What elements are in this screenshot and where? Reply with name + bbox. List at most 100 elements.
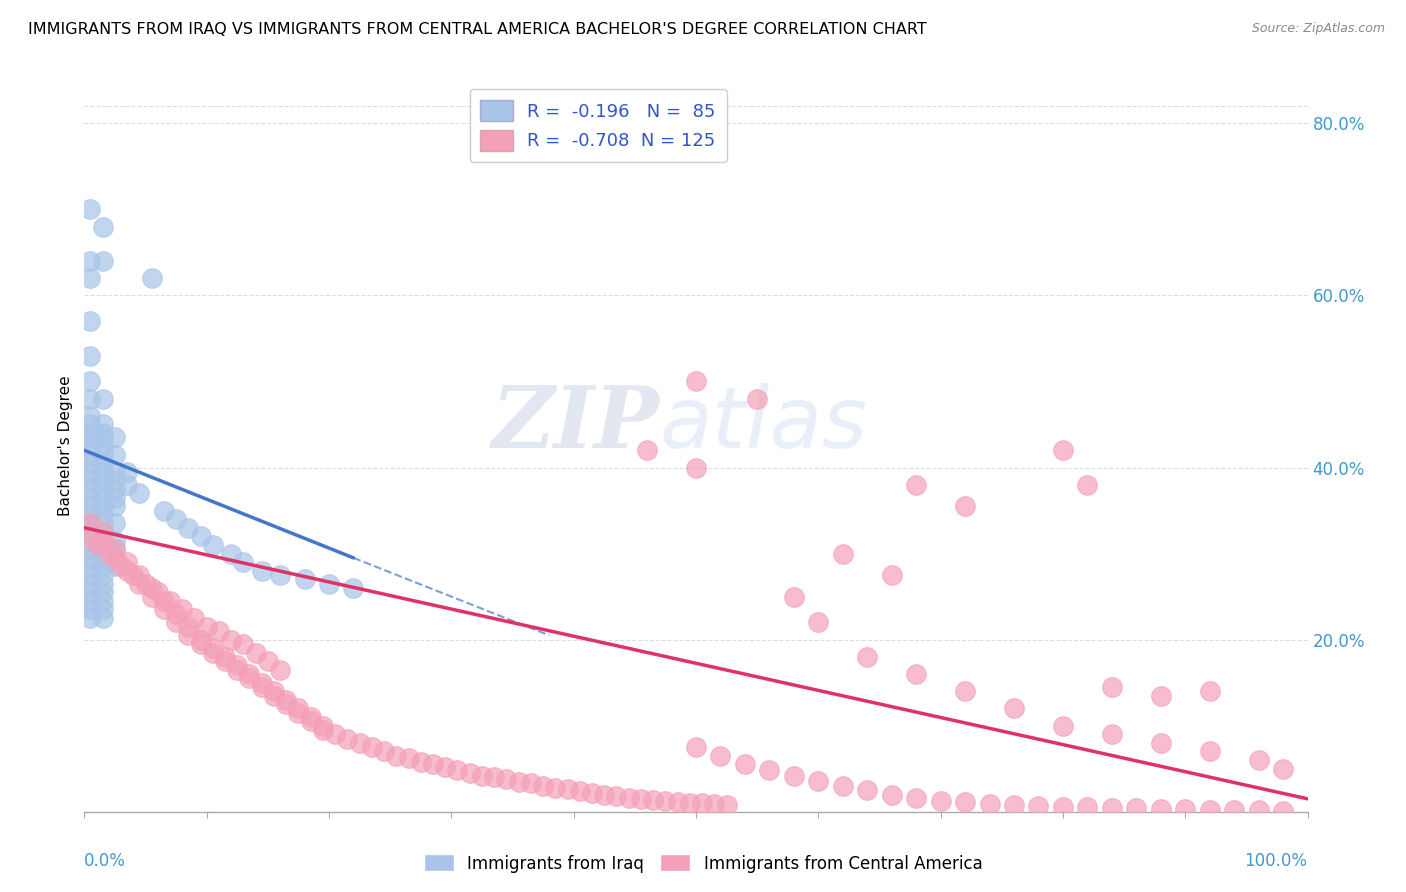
- Point: [91, 439, 114, 453]
- Point: [1125, 801, 1147, 815]
- Point: [104, 491, 127, 505]
- Point: [79, 202, 101, 217]
- Point: [128, 576, 150, 591]
- Point: [276, 697, 298, 711]
- Point: [1076, 800, 1098, 814]
- Point: [299, 714, 322, 729]
- Point: [104, 542, 127, 557]
- Point: [434, 760, 457, 774]
- Point: [135, 576, 157, 591]
- Point: [153, 602, 176, 616]
- Point: [104, 533, 127, 548]
- Point: [79, 516, 101, 531]
- Point: [471, 768, 494, 782]
- Point: [201, 646, 224, 660]
- Point: [630, 792, 652, 806]
- Point: [79, 611, 101, 625]
- Point: [79, 576, 101, 591]
- Point: [666, 795, 689, 809]
- Point: [79, 426, 101, 441]
- Point: [294, 573, 316, 587]
- Point: [1174, 802, 1197, 816]
- Point: [165, 615, 187, 630]
- Point: [79, 559, 101, 574]
- Point: [636, 443, 658, 458]
- Point: [128, 568, 150, 582]
- Point: [287, 706, 309, 720]
- Point: [422, 757, 444, 772]
- Point: [979, 797, 1001, 811]
- Point: [91, 559, 114, 574]
- Point: [349, 736, 371, 750]
- Point: [91, 594, 114, 608]
- Point: [269, 568, 291, 582]
- Point: [219, 632, 242, 647]
- Point: [238, 671, 260, 685]
- Point: [269, 663, 291, 677]
- Point: [79, 550, 101, 565]
- Point: [79, 533, 101, 548]
- Point: [91, 392, 114, 406]
- Point: [226, 663, 249, 677]
- Point: [232, 555, 254, 569]
- Point: [79, 375, 101, 389]
- Point: [232, 637, 254, 651]
- Text: 0.0%: 0.0%: [84, 852, 127, 870]
- Point: [86, 538, 108, 552]
- Point: [79, 491, 101, 505]
- Point: [91, 524, 114, 539]
- Point: [79, 594, 101, 608]
- Point: [79, 271, 101, 285]
- Point: [1052, 443, 1074, 458]
- Point: [201, 641, 224, 656]
- Point: [91, 550, 114, 565]
- Point: [336, 731, 359, 746]
- Text: atlas: atlas: [659, 383, 868, 466]
- Point: [557, 782, 579, 797]
- Point: [190, 529, 212, 543]
- Point: [685, 740, 707, 755]
- Point: [1076, 477, 1098, 491]
- Text: IMMIGRANTS FROM IRAQ VS IMMIGRANTS FROM CENTRAL AMERICA BACHELOR'S DEGREE CORREL: IMMIGRANTS FROM IRAQ VS IMMIGRANTS FROM …: [28, 22, 927, 37]
- Legend: Immigrants from Iraq, Immigrants from Central America: Immigrants from Iraq, Immigrants from Ce…: [416, 847, 990, 880]
- Point: [1272, 804, 1295, 818]
- Point: [97, 547, 120, 561]
- Point: [685, 375, 707, 389]
- Point: [1198, 744, 1220, 758]
- Point: [245, 646, 267, 660]
- Point: [1198, 803, 1220, 817]
- Point: [929, 793, 952, 807]
- Point: [79, 585, 101, 599]
- Point: [783, 590, 806, 604]
- Point: [880, 568, 903, 582]
- Point: [1101, 727, 1123, 741]
- Point: [312, 719, 335, 733]
- Point: [299, 710, 322, 724]
- Point: [360, 740, 382, 755]
- Point: [593, 788, 616, 802]
- Point: [716, 797, 738, 812]
- Point: [91, 417, 114, 432]
- Point: [91, 576, 114, 591]
- Point: [703, 797, 725, 811]
- Point: [104, 430, 127, 444]
- Point: [79, 456, 101, 470]
- Point: [115, 564, 138, 578]
- Point: [605, 789, 627, 804]
- Point: [91, 500, 114, 514]
- Point: [1198, 684, 1220, 698]
- Point: [104, 516, 127, 531]
- Point: [581, 786, 603, 800]
- Text: ZIP: ZIP: [492, 383, 659, 466]
- Point: [831, 547, 853, 561]
- Point: [91, 568, 114, 582]
- Point: [1223, 803, 1246, 817]
- Point: [91, 611, 114, 625]
- Point: [856, 649, 879, 664]
- Point: [91, 491, 114, 505]
- Point: [165, 512, 187, 526]
- Point: [953, 795, 976, 809]
- Point: [141, 271, 163, 285]
- Point: [263, 684, 285, 698]
- Point: [165, 607, 187, 621]
